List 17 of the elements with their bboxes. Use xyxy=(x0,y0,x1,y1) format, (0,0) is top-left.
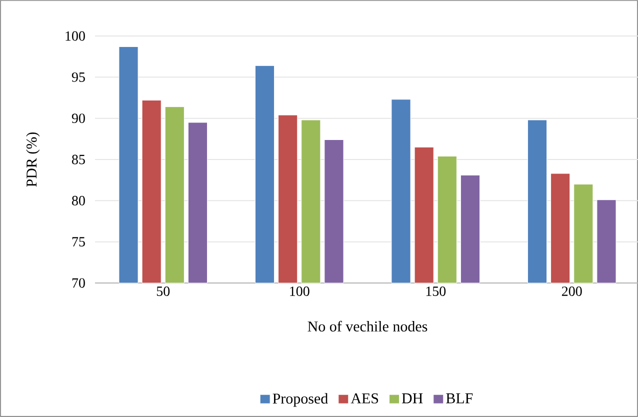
legend-label: Proposed xyxy=(272,393,328,407)
y-tick-label: 85 xyxy=(72,154,85,164)
y-tick-label: 95 xyxy=(72,72,85,82)
x-tick-label: 200 xyxy=(562,286,582,296)
y-tick-label: 75 xyxy=(72,237,85,246)
y-tick-label: 90 xyxy=(72,114,85,124)
legend-label: AES xyxy=(350,393,378,404)
legend-label: DH xyxy=(402,393,423,404)
x-tick-label: 50 xyxy=(156,286,170,296)
y-axis-title: PDR (%) xyxy=(26,132,40,187)
y-tick-label: 70 xyxy=(72,278,85,288)
legend-label: BLF xyxy=(446,393,473,404)
x-tick-label: 100 xyxy=(290,286,310,296)
x-axis-title: No of vechile nodes xyxy=(308,320,428,332)
y-tick-label: 80 xyxy=(72,196,85,206)
y-tick-label: 100 xyxy=(66,31,85,41)
x-tick-label: 150 xyxy=(426,286,446,296)
